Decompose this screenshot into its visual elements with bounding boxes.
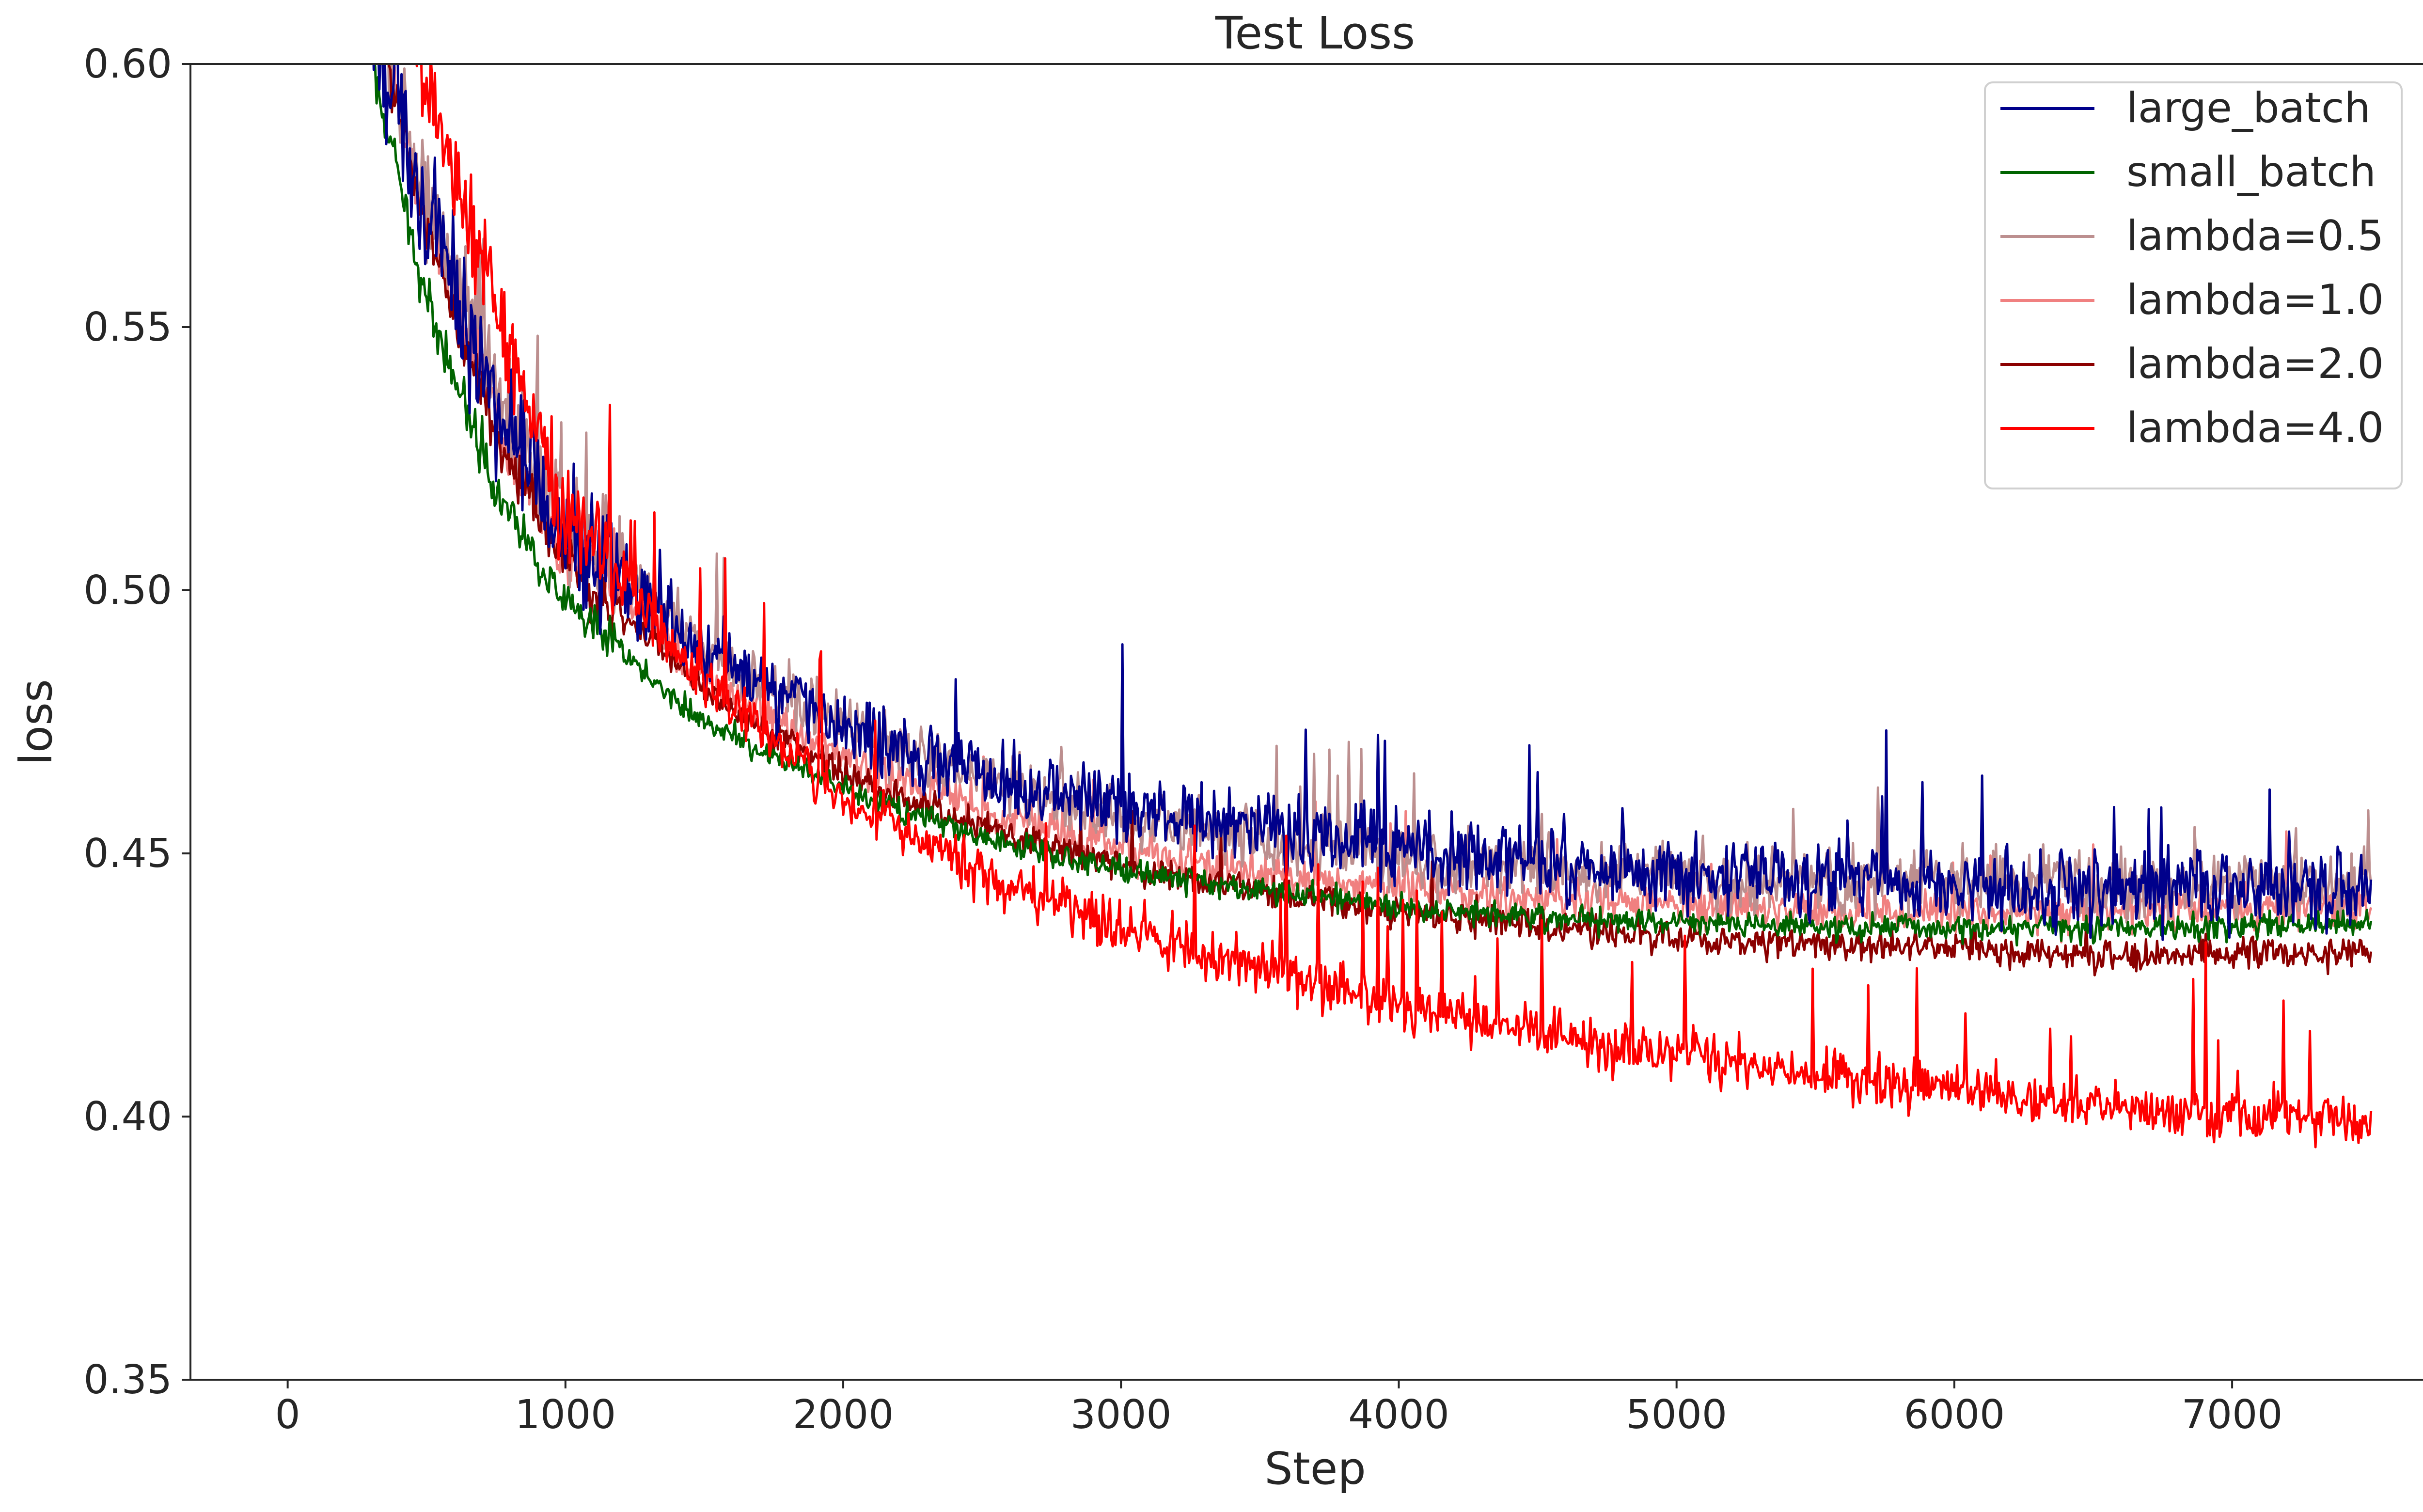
- x-axis-label: Step: [1264, 1443, 1366, 1495]
- x-axis: 0 1000 2000 3000 4000 5000 6000 7000: [275, 1380, 2283, 1438]
- x-tick-label: 4000: [1348, 1392, 1449, 1438]
- x-tick-label: 0: [275, 1392, 300, 1438]
- legend-label: lambda=0.5: [2126, 212, 2384, 260]
- legend-label: lambda=2.0: [2126, 340, 2384, 388]
- legend-label: lambda=1.0: [2126, 276, 2384, 324]
- x-tick-label: 5000: [1626, 1392, 1727, 1438]
- legend-label: small_batch: [2126, 148, 2376, 196]
- y-tick-label: 0.60: [83, 41, 172, 87]
- y-axis-label: loss: [10, 679, 62, 765]
- series-layer: [372, 64, 2373, 1149]
- legend-box: [1984, 81, 2403, 489]
- x-tick-label: 2000: [793, 1392, 894, 1438]
- x-tick-label: 3000: [1070, 1392, 1172, 1438]
- legend: large_batch small_batch lambda=0.5 lambda=1…: [1984, 81, 2403, 489]
- plot-frame: [189, 63, 2423, 1381]
- x-tick-label: 1000: [515, 1392, 616, 1438]
- series-line-large-batch: [372, 64, 2373, 941]
- series-line-small-batch: [373, 64, 2373, 947]
- series-line-lambda-4-0: [409, 64, 2373, 1149]
- y-tick-label: 0.40: [83, 1094, 172, 1140]
- x-tick-label: 6000: [1904, 1392, 2005, 1438]
- legend-label: large_batch: [2126, 84, 2371, 132]
- y-tick-label: 0.35: [83, 1357, 172, 1403]
- y-tick-label: 0.55: [83, 304, 172, 350]
- y-tick-label: 0.50: [83, 567, 172, 614]
- legend-label: lambda=4.0: [2126, 404, 2384, 452]
- y-axis: 0.35 0.40 0.45 0.50 0.55 0.60: [83, 41, 190, 1403]
- x-tick-label: 7000: [2182, 1392, 2283, 1438]
- chart-title: Test Loss: [1215, 7, 1415, 59]
- y-tick-label: 0.45: [83, 831, 172, 877]
